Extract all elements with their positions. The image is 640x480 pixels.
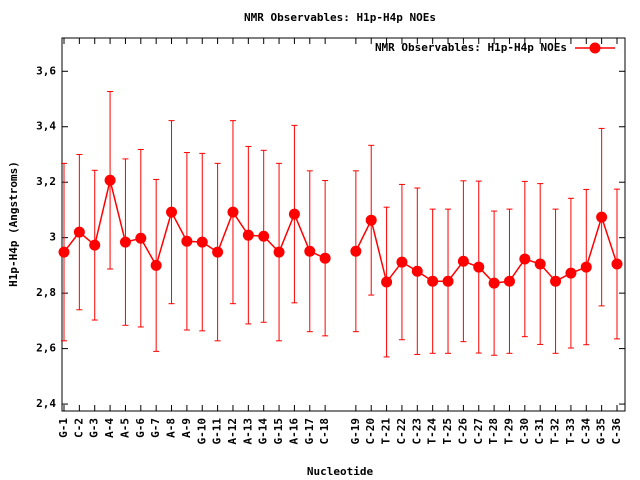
point — [550, 275, 562, 287]
x-tick-label: T-33 — [564, 418, 577, 445]
x-tick-label: C-27 — [472, 418, 485, 445]
point — [396, 256, 408, 268]
x-tick-label: G-17 — [303, 418, 316, 445]
x-tick-label: C-2 — [72, 418, 85, 438]
x-tick-label: A-12 — [226, 418, 239, 445]
x-tick-label: T-24 — [426, 418, 439, 445]
point — [181, 235, 193, 247]
point — [304, 245, 316, 257]
point — [534, 258, 546, 270]
x-tick-label: G-10 — [195, 418, 208, 445]
point — [135, 232, 147, 244]
x-tick-label: G-19 — [349, 418, 362, 445]
point — [196, 236, 208, 248]
y-tick-label: 3,4 — [36, 120, 56, 133]
x-tick-label: C-23 — [410, 418, 423, 445]
legend-marker — [589, 42, 601, 54]
x-axis-label: Nucleotide — [307, 465, 374, 478]
x-tick-label: A-8 — [165, 418, 178, 438]
point — [212, 246, 224, 258]
point — [350, 245, 362, 257]
point — [473, 261, 485, 273]
point — [503, 275, 515, 287]
x-tick-label: T-32 — [549, 418, 562, 445]
point — [288, 208, 300, 220]
point — [365, 214, 377, 226]
y-tick-label: 2,6 — [36, 342, 56, 355]
x-tick-label: C-34 — [579, 418, 592, 445]
x-tick-label: C-30 — [518, 418, 531, 445]
x-tick-label: A-5 — [118, 418, 131, 438]
point — [166, 206, 178, 218]
point — [58, 246, 70, 258]
x-tick-label: A-16 — [287, 418, 300, 445]
x-tick-label: G-14 — [257, 418, 270, 445]
x-tick-label: G-15 — [272, 418, 285, 445]
x-tick-label: A-9 — [180, 418, 193, 438]
x-tick-label: A-4 — [103, 418, 116, 438]
y-tick-label: 2,8 — [36, 286, 56, 299]
x-tick-label: C-26 — [456, 418, 469, 445]
x-tick-label: G-35 — [595, 418, 608, 445]
point — [319, 252, 331, 264]
point — [488, 277, 500, 289]
plot-frame — [61, 37, 626, 412]
point — [89, 239, 101, 251]
point — [411, 265, 423, 277]
series-line — [63, 180, 618, 284]
point — [150, 259, 162, 271]
x-tick-label: C-20 — [364, 418, 377, 445]
point — [104, 174, 116, 186]
x-tick-label: G-1 — [57, 418, 70, 438]
point — [73, 226, 85, 238]
point — [258, 230, 270, 242]
point — [580, 261, 592, 273]
point — [596, 211, 608, 223]
x-tick-label: A-13 — [241, 418, 254, 445]
x-tick-label: G-6 — [134, 418, 147, 438]
point — [427, 275, 439, 287]
y-tick-label: 3 — [49, 231, 56, 244]
x-tick-label: T-28 — [487, 418, 500, 445]
x-tick-label: G-11 — [211, 418, 224, 445]
point — [227, 206, 239, 218]
x-tick-label: T-29 — [502, 418, 515, 445]
x-tick-label: C-31 — [533, 418, 546, 445]
x-tick-label: T-21 — [380, 418, 393, 445]
y-axis-label: H1p-H4p (Angstroms) — [7, 161, 20, 287]
y-tick-label: 2,4 — [36, 397, 56, 410]
chart-title: NMR Observables: H1p-H4p NOEs — [244, 11, 436, 24]
point — [442, 275, 454, 287]
x-tick-label: T-25 — [441, 418, 454, 445]
point — [242, 229, 254, 241]
legend-label: NMR Observables: H1p-H4p NOEs — [375, 41, 567, 54]
point — [381, 276, 393, 288]
point — [611, 258, 623, 270]
point — [273, 246, 285, 258]
x-tick-label: G-7 — [149, 418, 162, 438]
point — [119, 236, 131, 248]
x-tick-label: G-3 — [88, 418, 101, 438]
point — [457, 255, 469, 267]
y-tick-label: 3,6 — [36, 64, 56, 77]
point — [565, 267, 577, 279]
y-tick-label: 3,2 — [36, 175, 56, 188]
x-tick-label: C-36 — [610, 418, 623, 445]
x-tick-label: C-22 — [395, 418, 408, 445]
point — [519, 253, 531, 265]
x-tick-label: C-18 — [318, 418, 331, 445]
